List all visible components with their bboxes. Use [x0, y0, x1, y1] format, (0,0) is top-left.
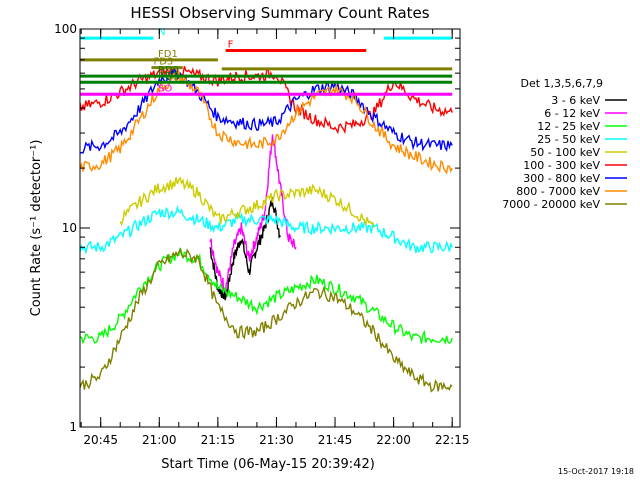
y-axis-label: Count Rate (s⁻¹ detector⁻¹)	[29, 140, 44, 317]
footer-date: 15-Oct-2017 19:18	[558, 467, 634, 476]
flag-label-5: FD3	[153, 57, 173, 68]
x-tick-label-0: 20:45	[83, 433, 118, 447]
flag-label-6: RD0	[158, 65, 179, 76]
legend-label-8: 800 - 7000 keV	[516, 185, 600, 198]
chart-title: HESSI Observing Summary Count Rates	[130, 4, 429, 22]
axes: 1 10 100 20:45 21:00 21:15 21:30 21:45 22:00 22:1…	[54, 22, 469, 447]
flag-label-3: FD1	[158, 49, 178, 60]
series-line-7	[79, 66, 453, 154]
series-line-4	[79, 205, 453, 256]
x-tick-label-2: 21:15	[201, 433, 236, 447]
x-tick-label-1: 21:00	[142, 433, 177, 447]
x-tick-label-5: 22:00	[376, 433, 411, 447]
legend-label-4: 25 - 50 keV	[537, 133, 600, 146]
y-tick-label-1: 10	[62, 221, 77, 235]
x-axis-label: Start Time (06-May-15 20:39:42)	[161, 457, 375, 472]
legend-label-6: 100 - 300 keV	[523, 159, 600, 172]
series-line-5	[119, 176, 375, 229]
y-tick-label-0: 1	[69, 420, 77, 434]
x-tick-label-4: 21:45	[318, 433, 353, 447]
series-line-8	[79, 70, 453, 175]
flag-label-7: RD3	[158, 71, 179, 82]
legend-title: Det 1,3,5,6,7,9	[520, 77, 603, 90]
legend-label-1: 3 - 6 keV	[551, 94, 600, 107]
legend-label-7: 300 - 800 keV	[523, 172, 600, 185]
legend-label-2: 6 - 12 keV	[544, 107, 600, 120]
legend-label-3: 12 - 25 keV	[537, 120, 600, 133]
legend-label-9: 7000 - 20000 keV	[502, 198, 600, 211]
series-line-9	[79, 247, 453, 393]
x-tick-label-3: 21:30	[259, 433, 294, 447]
flag-label-1: N	[158, 27, 165, 38]
flag-label-2: F	[228, 39, 234, 50]
flag-label-8: SO	[158, 83, 172, 94]
legend-label-5: 50 - 100 keV	[530, 146, 600, 159]
series-line-2	[209, 134, 297, 294]
x-tick-label-6: 22:15	[435, 433, 470, 447]
series-line-3	[79, 247, 453, 345]
y-tick-label-2: 100	[54, 22, 77, 36]
